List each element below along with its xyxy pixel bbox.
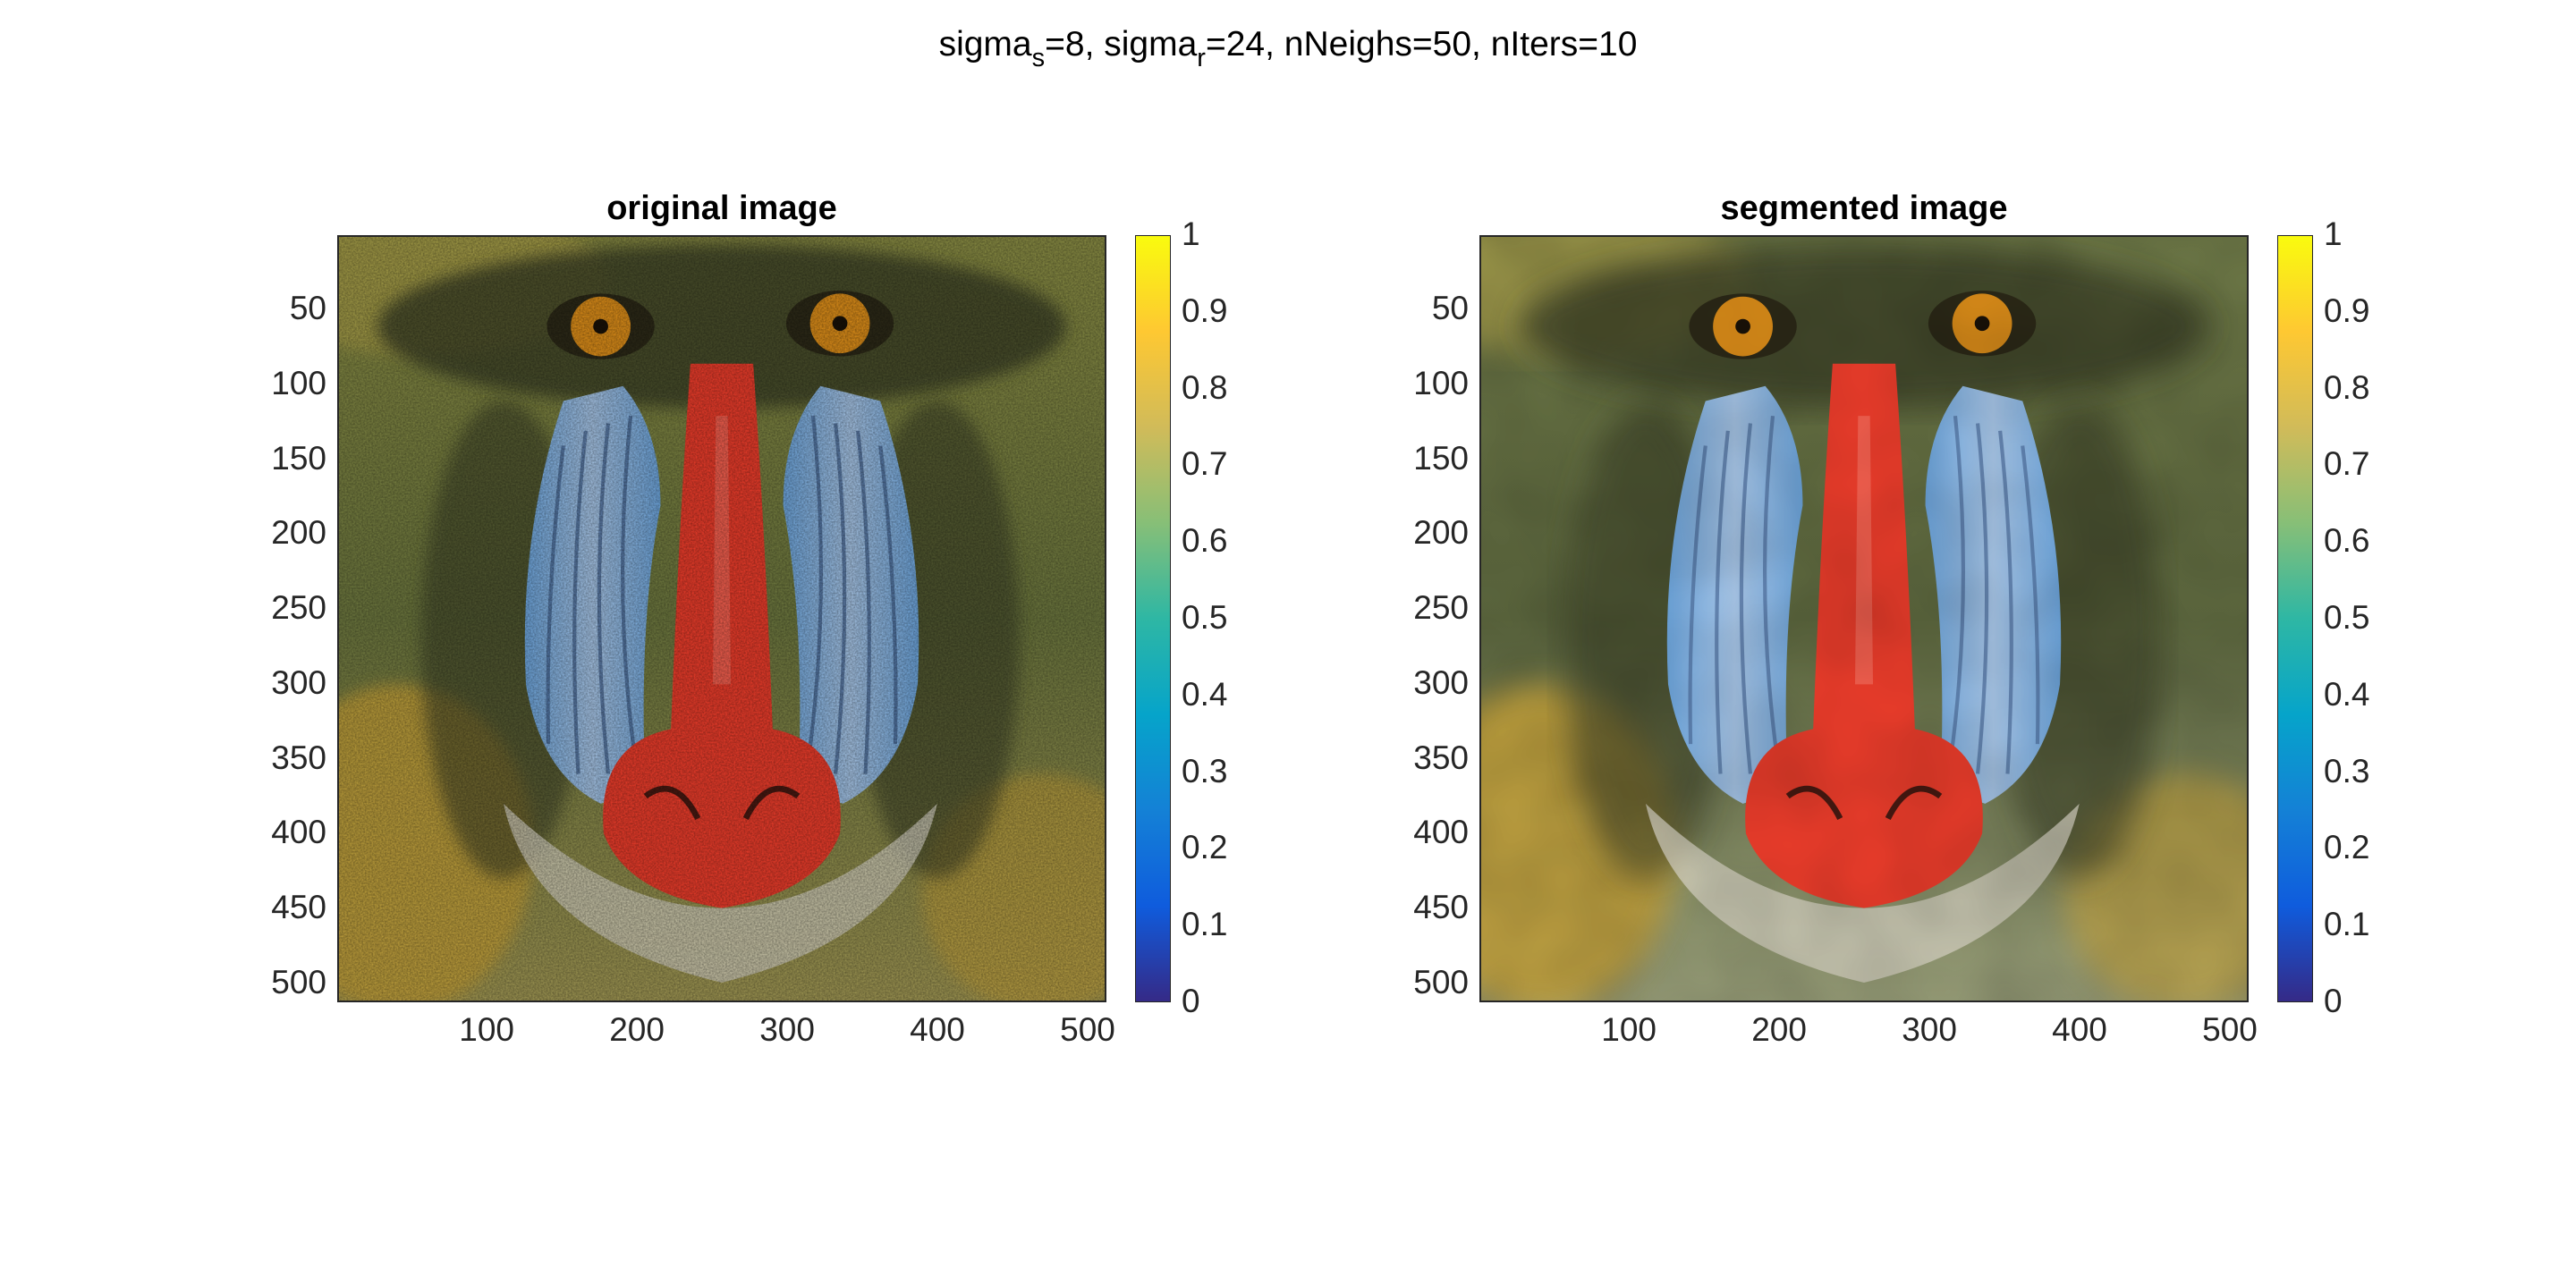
y-tick-label: 200: [1361, 514, 1469, 552]
x-tick-label: 200: [583, 1011, 691, 1049]
colorbar-tick-label: 0.4: [1182, 676, 1262, 713]
colorbar-tick-label: 0.7: [1182, 445, 1262, 483]
image-canvas: [1481, 237, 2247, 1001]
y-tick-label: 200: [219, 514, 326, 552]
colorbar-tick-label: 0: [1182, 983, 1262, 1020]
x-tick-label: 500: [1034, 1011, 1141, 1049]
y-tick-label: 500: [1361, 964, 1469, 1001]
image-axes: [337, 235, 1106, 1002]
y-tick-label: 350: [1361, 739, 1469, 777]
colorbar-tick-label: 0.9: [2324, 292, 2404, 330]
colorbar-tick-label: 0.3: [1182, 753, 1262, 790]
colorbar: [1135, 235, 1171, 1002]
y-tick-label: 250: [219, 589, 326, 627]
colorbar-tick-label: 0.2: [2324, 829, 2404, 866]
image-canvas: [339, 237, 1105, 1001]
colorbar-tick-label: 0.2: [1182, 829, 1262, 866]
y-tick-label: 500: [219, 964, 326, 1001]
colorbar-tick-label: 0.6: [1182, 522, 1262, 560]
colorbar-tick-label: 0.8: [2324, 369, 2404, 407]
x-tick-label: 400: [884, 1011, 991, 1049]
y-tick-label: 250: [1361, 589, 1469, 627]
colorbar-tick-label: 0.1: [2324, 906, 2404, 943]
y-tick-label: 300: [219, 664, 326, 702]
y-tick-label: 450: [1361, 889, 1469, 926]
x-tick-label: 300: [733, 1011, 841, 1049]
y-tick-label: 400: [219, 814, 326, 851]
y-tick-label: 50: [219, 290, 326, 327]
y-tick-label: 100: [219, 365, 326, 402]
colorbar: [2277, 235, 2313, 1002]
colorbar-tick-label: 0.5: [2324, 599, 2404, 637]
y-tick-label: 400: [1361, 814, 1469, 851]
x-tick-label: 500: [2176, 1011, 2284, 1049]
colorbar-tick-label: 0.1: [1182, 906, 1262, 943]
colorbar-tick-label: 1: [1182, 215, 1262, 253]
subplot-title: original image: [337, 190, 1106, 228]
y-tick-label: 300: [1361, 664, 1469, 702]
x-tick-label: 300: [1876, 1011, 1983, 1049]
y-tick-label: 100: [1361, 365, 1469, 402]
x-tick-label: 400: [2026, 1011, 2133, 1049]
fur-texture: [1481, 237, 2247, 1001]
image-axes: [1479, 235, 2249, 1002]
y-tick-label: 350: [219, 739, 326, 777]
colorbar-tick-label: 0.6: [2324, 522, 2404, 560]
y-tick-label: 150: [219, 440, 326, 477]
fur-texture: [339, 237, 1105, 1001]
x-tick-label: 200: [1725, 1011, 1833, 1049]
x-tick-label: 100: [433, 1011, 540, 1049]
colorbar-tick-label: 0.8: [1182, 369, 1262, 407]
y-tick-label: 50: [1361, 290, 1469, 327]
colorbar-tick-label: 1: [2324, 215, 2404, 253]
colorbar-tick-label: 0: [2324, 983, 2404, 1020]
colorbar-tick-label: 0.5: [1182, 599, 1262, 637]
colorbar-tick-label: 0.7: [2324, 445, 2404, 483]
colorbar-tick-label: 0.9: [1182, 292, 1262, 330]
x-tick-label: 100: [1575, 1011, 1682, 1049]
figure-suptitle: sigmas=8, sigmar=24, nNeighs=50, nIters=…: [0, 25, 2576, 64]
subplot-title: segmented image: [1479, 190, 2249, 228]
colorbar-tick-label: 0.4: [2324, 676, 2404, 713]
y-tick-label: 450: [219, 889, 326, 926]
y-tick-label: 150: [1361, 440, 1469, 477]
colorbar-tick-label: 0.3: [2324, 753, 2404, 790]
